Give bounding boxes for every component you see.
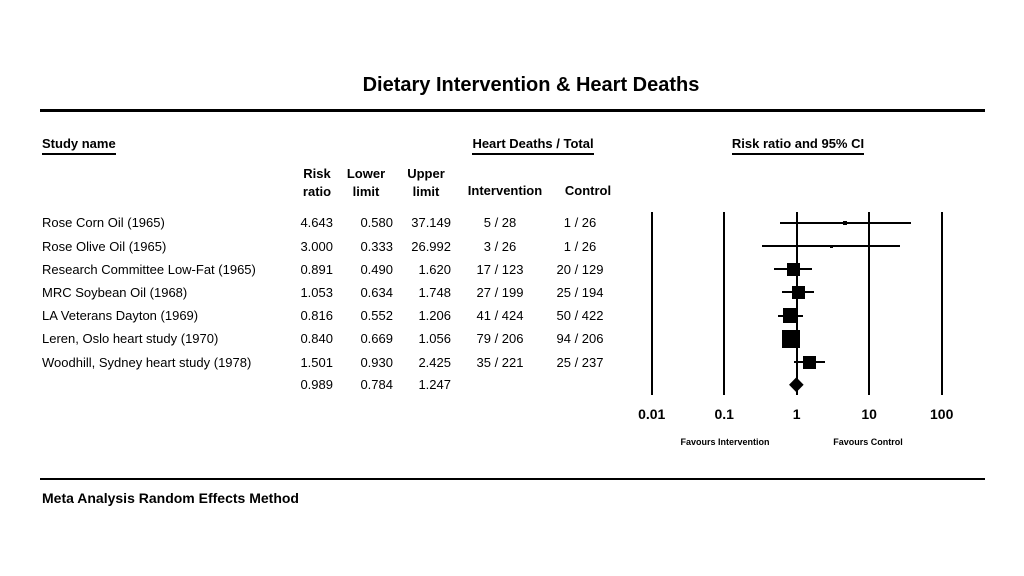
study-name: Rose Corn Oil (1965) (42, 215, 165, 231)
axis-tick-label: 10 (861, 406, 877, 422)
heart-deaths-total-header: Heart Deaths / Total (433, 136, 633, 155)
table-row: MRC Soybean Oil (1968) 1.053 0.634 1.748 27 … (0, 281, 1024, 304)
axis-tick-label: 1 (792, 406, 801, 422)
study-name: Leren, Oslo heart study (1970) (42, 331, 219, 347)
favours-intervention-label: Favours Intervention (680, 437, 770, 447)
control-cell: 25 / 194 (556, 284, 604, 300)
table-row: Research Committee Low-Fat (1965) 0.891 0.… (0, 258, 1024, 281)
risk-marker (829, 244, 833, 248)
upper-limit-cell: 1.056 (418, 331, 451, 347)
summary-upper-limit-cell: 1.247 (418, 377, 451, 393)
risk-ratio-cell: 1.501 (300, 354, 333, 370)
intervention-cell: 5 / 28 (483, 215, 517, 231)
risk-ratio-ci-header: Risk ratio and 95% CI (698, 136, 898, 155)
risk-marker (786, 262, 800, 276)
control-cell: 50 / 422 (556, 308, 604, 324)
control-column-header: Control (564, 183, 612, 198)
lower-limit-cell: 0.552 (360, 308, 393, 324)
gridline-0.1 (723, 212, 726, 395)
control-cell: 25 / 237 (556, 354, 604, 370)
upper-limit-column-header: Upper limit (407, 166, 445, 199)
top-rule (40, 109, 985, 112)
control-cell: 94 / 206 (556, 331, 604, 347)
risk-ratio-ci-header-label: Risk ratio and 95% CI (731, 136, 865, 155)
risk-ratio-cell: 0.816 (300, 308, 333, 324)
control-cell: 1 / 26 (563, 215, 597, 231)
upper-limit-cell: 1.206 (418, 308, 451, 324)
page-title: Dietary Intervention & Heart Deaths (362, 74, 700, 96)
risk-ratio-cell: 1.053 (300, 284, 333, 300)
control-cell: 1 / 26 (563, 238, 597, 254)
summary-row: 0.989 0.784 1.247 (0, 373, 1024, 396)
risk-marker (791, 285, 805, 299)
risk-ratio-cell: 3.000 (300, 238, 333, 254)
risk-ratio-cell: 4.643 (300, 215, 333, 231)
upper-limit-cell: 1.620 (418, 261, 451, 277)
study-name: MRC Soybean Oil (1968) (42, 284, 188, 300)
risk-ratio-cell: 0.891 (300, 261, 333, 277)
axis-tick-label: 100 (930, 406, 954, 422)
intervention-cell: 41 / 424 (476, 308, 524, 324)
lower-limit-cell: 0.634 (360, 284, 393, 300)
gridline-10 (868, 212, 871, 395)
upper-limit-cell: 37.149 (411, 215, 451, 231)
risk-ratio-cell: 0.840 (300, 331, 333, 347)
table-row: Rose Corn Oil (1965) 4.643 0.580 37.149 5 / … (0, 211, 1024, 234)
intervention-cell: 27 / 199 (476, 284, 524, 300)
gridline-0.01 (650, 212, 653, 395)
lower-limit-column-header: Lower limit (346, 166, 386, 199)
intervention-column-header: Intervention (467, 183, 543, 198)
risk-marker (782, 308, 798, 324)
risk-ratio-column-header: Risk ratio (302, 166, 332, 199)
summary-diamond (789, 377, 804, 393)
bottom-rule (40, 478, 985, 480)
lower-limit-cell: 0.580 (360, 215, 393, 231)
lower-limit-cell: 0.333 (360, 238, 393, 254)
lower-limit-cell: 0.930 (360, 354, 393, 370)
study-name: Rose Olive Oil (1965) (42, 238, 167, 254)
study-name: LA Veterans Dayton (1969) (42, 308, 199, 324)
intervention-cell: 35 / 221 (476, 354, 524, 370)
intervention-cell: 79 / 206 (476, 331, 524, 347)
table-row: Rose Olive Oil (1965) 3.000 0.333 26.992 3 /… (0, 235, 1024, 258)
control-cell: 20 / 129 (556, 261, 604, 277)
summary-lower-limit-cell: 0.784 (360, 377, 393, 393)
upper-limit-cell: 1.748 (418, 284, 451, 300)
favours-control-label: Favours Control (833, 437, 903, 447)
intervention-cell: 3 / 26 (483, 238, 517, 254)
table-row: LA Veterans Dayton (1969) 0.816 0.552 1.206… (0, 304, 1024, 327)
gridline-1 (795, 212, 798, 395)
risk-marker (782, 329, 801, 348)
table-row: Woodhill, Sydney heart study (1978) 1.501… (0, 351, 1024, 374)
study-name: Woodhill, Sydney heart study (1978) (42, 354, 252, 370)
method-footer: Meta Analysis Random Effects Method (42, 490, 299, 506)
axis-tick-label: 0.01 (638, 406, 666, 422)
study-name-header: Study name (42, 136, 116, 155)
study-name-header-label: Study name (42, 136, 116, 155)
study-name: Research Committee Low-Fat (1965) (42, 261, 256, 277)
axis-tick-label: 0.1 (714, 406, 734, 422)
risk-marker (802, 355, 816, 369)
table-row: Leren, Oslo heart study (1970) 0.840 0.669… (0, 327, 1024, 350)
upper-limit-cell: 2.425 (418, 354, 451, 370)
summary-risk-ratio-cell: 0.989 (300, 377, 333, 393)
lower-limit-cell: 0.669 (360, 331, 393, 347)
upper-limit-cell: 26.992 (411, 238, 451, 254)
risk-marker (843, 220, 848, 225)
heart-deaths-total-header-label: Heart Deaths / Total (472, 136, 594, 155)
gridline-100 (940, 212, 943, 395)
lower-limit-cell: 0.490 (360, 261, 393, 277)
intervention-cell: 17 / 123 (476, 261, 524, 277)
